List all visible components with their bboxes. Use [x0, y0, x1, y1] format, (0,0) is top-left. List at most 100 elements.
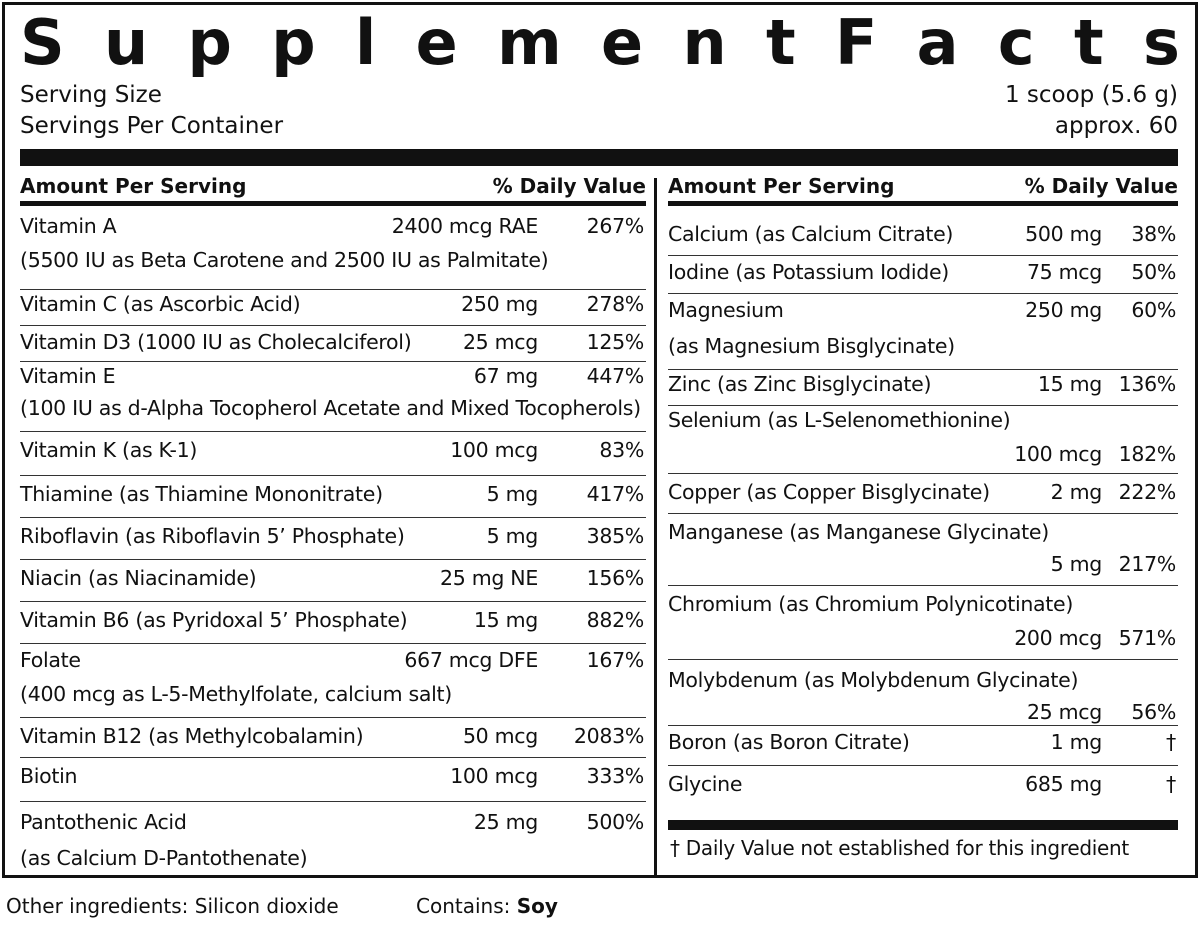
nutrient-amount: 100 mcg: [450, 764, 538, 788]
title-letter: t: [765, 6, 796, 79]
nutrient-row: Magnesium (as Magnesium Bisglycinate) 250 …: [668, 294, 1178, 370]
nutrient-daily-value: 447%: [586, 364, 645, 388]
title-letter: F: [834, 6, 878, 79]
title-letter: s: [1143, 6, 1180, 79]
serving-size-value: 1 scoop (5.6 g): [1004, 82, 1178, 108]
title-letter: p: [271, 6, 316, 79]
left-column-header: Amount Per Serving % Daily Value: [20, 168, 646, 206]
nutrient-name: Niacin (as Niacinamide): [20, 566, 257, 590]
nutrient-amount: 100 mcg: [450, 438, 538, 462]
nutrient-row: Chromium (as Chromium Polynicotinate) 200…: [668, 586, 1178, 660]
nutrient-amount: 25 mcg: [1026, 700, 1102, 724]
nutrient-daily-value: 125%: [586, 330, 645, 354]
contains-value: Soy: [516, 894, 558, 918]
allergen-statement: Contains: Soy: [416, 894, 558, 918]
title-letter: S: [20, 6, 65, 79]
title-letter: l: [355, 6, 377, 79]
nutrient-name: Manganese (as Manganese Glycinate): [668, 520, 1049, 544]
nutrient-row: Riboflavin (as Riboflavin 5’ Phosphate) 5…: [20, 518, 646, 560]
nutrient-name: Molybdenum (as Molybdenum Glycinate): [668, 668, 1079, 692]
nutrient-amount: 5 mg: [486, 482, 539, 506]
nutrient-daily-value: 2083%: [573, 724, 644, 748]
nutrient-daily-value: 56%: [1131, 700, 1176, 724]
serving-size-label: Serving Size: [20, 82, 162, 108]
footnote-divider: [668, 820, 1178, 830]
nutrient-name: Copper (as Copper Bisglycinate): [668, 480, 990, 504]
nutrient-name: Vitamin B12 (as Methylcobalamin): [20, 724, 364, 748]
nutrient-daily-value: 882%: [586, 608, 645, 632]
nutrient-name: Selenium (as L-Selenomethionine): [668, 408, 1011, 432]
nutrient-amount: 25 mcg: [462, 330, 538, 354]
nutrient-row: Glycine 685 mg †: [668, 766, 1178, 812]
title-letter: n: [682, 6, 727, 79]
supplement-facts-panel: [2, 2, 1198, 878]
nutrient-row: Iodine (as Potassium Iodide) 75 mcg 50%: [668, 256, 1178, 294]
nutrient-amount: 200 mcg: [1014, 626, 1102, 650]
thick-divider: [20, 149, 1178, 166]
nutrient-amount: 15 mg: [1037, 372, 1102, 396]
nutrient-name: Magnesium: [668, 298, 784, 322]
nutrient-name: Calcium (as Calcium Citrate): [668, 222, 954, 246]
nutrient-name: Chromium (as Chromium Polynicotinate): [668, 592, 1074, 616]
nutrient-row: Copper (as Copper Bisglycinate) 2 mg 222%: [668, 474, 1178, 514]
nutrient-amount: 250 mg: [461, 292, 538, 316]
nutrient-amount: 685 mg: [1025, 772, 1102, 796]
nutrient-daily-value: 217%: [1118, 552, 1177, 576]
nutrient-name: Biotin: [20, 764, 78, 788]
nutrient-name: Thiamine (as Thiamine Mononitrate): [20, 482, 383, 506]
nutrient-daily-value: 333%: [586, 764, 645, 788]
nutrient-row: Vitamin B12 (as Methylcobalamin) 50 mcg 20…: [20, 718, 646, 758]
nutrient-row: Vitamin K (as K-1) 100 mcg 83%: [20, 432, 646, 476]
nutrient-amount: 25 mg NE: [440, 566, 538, 590]
amount-per-serving-header: Amount Per Serving: [668, 174, 895, 198]
title-letter: t: [1074, 6, 1104, 79]
nutrient-name: Vitamin B6 (as Pyridoxal 5’ Phosphate): [20, 608, 408, 632]
nutrient-amount: 25 mg: [473, 810, 538, 834]
nutrient-name: Vitamin A: [20, 214, 117, 238]
left-column: Amount Per Serving % Daily Value Vitamin…: [20, 168, 646, 876]
nutrient-row: Niacin (as Niacinamide) 25 mg NE 156%: [20, 560, 646, 602]
nutrient-daily-value: 222%: [1118, 480, 1177, 504]
serving-info: Serving Size 1 scoop (5.6 g) Servings Pe…: [20, 80, 1178, 142]
nutrient-daily-value: 50%: [1131, 260, 1176, 284]
nutrient-name: Zinc (as Zinc Bisglycinate): [668, 372, 932, 396]
nutrient-name: Vitamin E: [20, 364, 116, 388]
daily-value-header: % Daily Value: [1024, 174, 1178, 198]
amount-per-serving-header: Amount Per Serving: [20, 174, 247, 198]
nutrient-row: Vitamin B6 (as Pyridoxal 5’ Phosphate) 15…: [20, 602, 646, 644]
nutrient-row: Calcium (as Calcium Citrate) 500 mg 38%: [668, 206, 1178, 256]
nutrient-daily-value: 167%: [586, 648, 645, 672]
nutrient-source: (as Magnesium Bisglycinate): [668, 334, 955, 358]
nutrient-name: Boron (as Boron Citrate): [668, 730, 910, 754]
nutrient-daily-value: 385%: [586, 524, 645, 548]
nutrient-name: Iodine (as Potassium Iodide): [668, 260, 950, 284]
right-column-header: Amount Per Serving % Daily Value: [668, 168, 1178, 206]
nutrient-name: Vitamin K (as K-1): [20, 438, 198, 462]
nutrient-row: Vitamin A (5500 IU as Beta Carotene and 2…: [20, 206, 646, 290]
nutrient-row: Vitamin C (as Ascorbic Acid) 250 mg 278%: [20, 290, 646, 326]
title-letter: u: [104, 6, 149, 79]
nutrient-source: (100 IU as d-Alpha Tocopherol Acetate an…: [20, 396, 641, 420]
nutrient-amount: 5 mg: [1050, 552, 1103, 576]
contains-label: Contains:: [416, 894, 511, 918]
nutrient-name: Vitamin D3 (1000 IU as Cholecalciferol): [20, 330, 412, 354]
nutrient-amount: 15 mg: [473, 608, 538, 632]
nutrient-daily-value: 136%: [1118, 372, 1177, 396]
nutrient-daily-value: 500%: [586, 810, 645, 834]
right-column: Amount Per Serving % Daily Value Calcium…: [668, 168, 1178, 812]
nutrient-source: (as Calcium D-Pantothenate): [20, 846, 308, 870]
nutrient-amount: 75 mcg: [1026, 260, 1102, 284]
nutrient-amount: 250 mg: [1025, 298, 1102, 322]
title-letter: c: [997, 6, 1035, 79]
daily-value-header: % Daily Value: [492, 174, 646, 198]
title-letter: e: [415, 6, 458, 79]
nutrient-row: Molybdenum (as Molybdenum Glycinate) 25 m…: [668, 660, 1178, 726]
nutrient-row: Manganese (as Manganese Glycinate) 5 mg 21…: [668, 514, 1178, 586]
nutrient-row: Biotin 100 mcg 333%: [20, 758, 646, 802]
nutrient-name: Riboflavin (as Riboflavin 5’ Phosphate): [20, 524, 405, 548]
nutrient-daily-value: †: [1166, 730, 1176, 754]
nutrient-daily-value: 417%: [586, 482, 645, 506]
nutrient-amount: 100 mcg: [1014, 442, 1102, 466]
nutrient-row: Boron (as Boron Citrate) 1 mg †: [668, 726, 1178, 766]
